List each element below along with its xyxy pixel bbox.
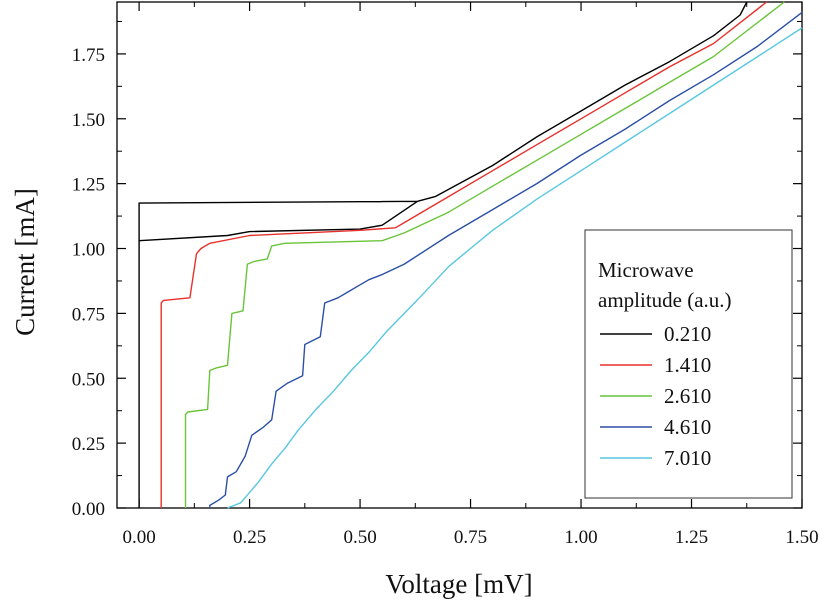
x-axis-title: Voltage [mV] [385, 569, 532, 599]
legend-box [584, 229, 793, 499]
series-line-0 [138, 1, 748, 508]
legend-title-line-1: Microwave [598, 258, 694, 282]
y-tick-label: 0.75 [72, 304, 105, 325]
legend-label-2: 2.610 [664, 384, 711, 408]
y-tick-label: 0.25 [72, 434, 105, 455]
x-tick-label: 0.75 [454, 527, 487, 548]
series-line-4 [227, 27, 803, 509]
series-line-2 [184, 1, 785, 508]
x-tick-label: 0.25 [233, 527, 266, 548]
y-tick-label: 1.25 [72, 175, 105, 196]
legend-label-0: 0.210 [664, 322, 711, 346]
legend: Microwave amplitude (a.u.) 0.210 1.410 2.6… [584, 229, 793, 499]
plot-frame [116, 1, 803, 509]
x-tick-label: 0.50 [343, 527, 376, 548]
y-tick-label: 1.00 [72, 240, 105, 261]
legend-label-4: 7.010 [664, 446, 711, 470]
series-line-1 [160, 1, 768, 508]
x-tick-label: 0.00 [122, 527, 155, 548]
series-layer [138, 1, 803, 509]
legend-entries: 0.210 1.410 2.610 4.610 7.010 [600, 322, 711, 470]
y-tick-label: 0.50 [72, 369, 105, 390]
x-tick-label: 1.25 [675, 527, 708, 548]
x-tick-label: 1.50 [785, 527, 818, 548]
y-axis-title: Current [mA] [10, 188, 40, 336]
legend-label-3: 4.610 [664, 415, 711, 439]
y-tick-label: 0.00 [72, 499, 105, 520]
legend-label-1: 1.410 [664, 353, 711, 377]
ticks-layer: 0.00 0.25 0.50 0.75 1.00 1.25 1.50 0.00 0.25 0.50… [72, 2, 819, 548]
y-tick-label: 1.75 [72, 45, 105, 66]
legend-title-line-2: amplitude (a.u.) [598, 288, 732, 312]
y-tick-label: 1.50 [72, 110, 105, 131]
x-tick-label: 1.00 [564, 527, 597, 548]
series-line-3 [209, 11, 803, 508]
